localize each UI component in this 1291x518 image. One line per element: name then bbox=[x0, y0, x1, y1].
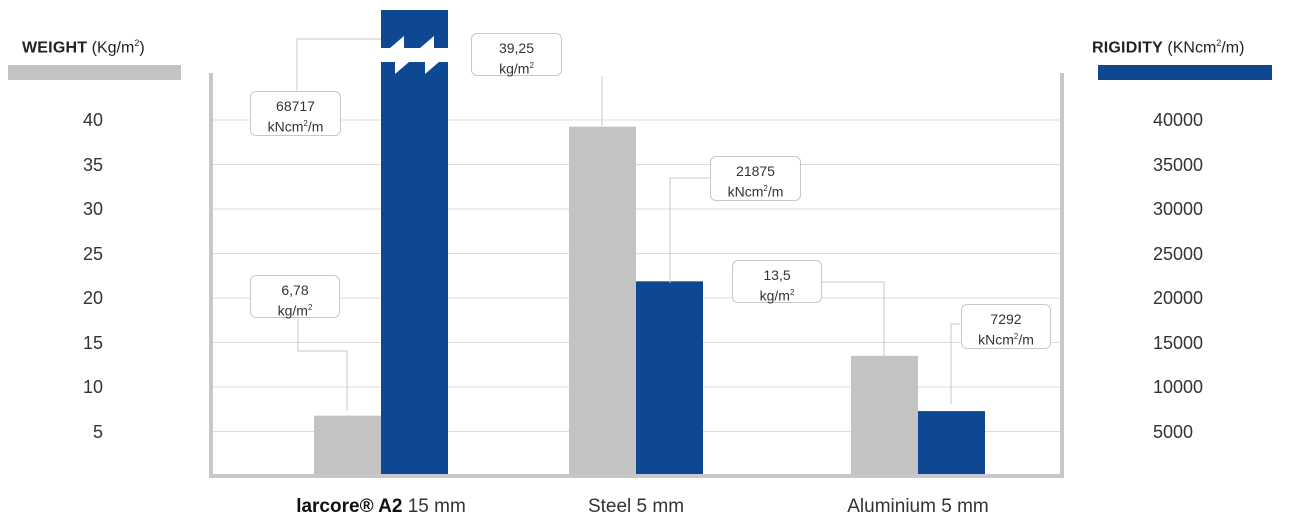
weight-bar bbox=[569, 126, 636, 477]
callout-leader bbox=[822, 281, 885, 357]
callout-leader bbox=[296, 38, 381, 91]
callout-unit: kNcm2/m bbox=[267, 118, 324, 135]
value-callout: 13,5 kg/m2 bbox=[732, 260, 822, 304]
right-tick-label: 10000 bbox=[1153, 377, 1204, 397]
callout-leader bbox=[950, 323, 960, 404]
callout-unit: kg/m2 bbox=[759, 287, 795, 304]
left-tick-label: 25 bbox=[82, 243, 103, 264]
left-tick-label: 30 bbox=[82, 199, 103, 219]
right-tick-label: 15000 bbox=[1153, 332, 1204, 353]
left-tick-label: 35 bbox=[82, 154, 103, 175]
weight-bar bbox=[851, 355, 918, 476]
category-label: larcore® A2 15 mm bbox=[296, 496, 466, 517]
weight-bar bbox=[314, 415, 381, 476]
left-tick-label: 10 bbox=[82, 377, 103, 397]
value-callout: 7292 kNcm2/m bbox=[961, 304, 1051, 349]
callout-value: 68717 bbox=[276, 98, 315, 114]
rigidity-bar bbox=[381, 10, 448, 476]
callout-leader bbox=[669, 177, 715, 283]
callout-value: 13,5 bbox=[763, 267, 791, 283]
callout-unit: kNcm2/m bbox=[978, 331, 1034, 348]
value-callout: 68717 kNcm2/m bbox=[250, 91, 341, 136]
callout-value: 39,25 bbox=[498, 40, 535, 56]
left-tick-label: 15 bbox=[82, 332, 103, 353]
value-callout: 21875 kNcm2/m bbox=[710, 156, 801, 201]
right-tick-label: 35000 bbox=[1153, 154, 1204, 175]
weight-legend-swatch bbox=[8, 65, 181, 80]
left-axis-title: WEIGHT (Kg/m2) bbox=[22, 38, 145, 57]
callout-value: 21875 bbox=[736, 163, 775, 179]
callout-unit: kNcm2/m bbox=[727, 183, 784, 200]
category-label: Aluminium 5 mm bbox=[847, 496, 989, 517]
rigidity-bar bbox=[918, 411, 985, 476]
callout-leader bbox=[297, 317, 348, 411]
callout-unit: kg/m2 bbox=[499, 60, 534, 77]
rigidity-legend-swatch bbox=[1098, 65, 1272, 80]
callout-value: 7292 bbox=[990, 311, 1022, 327]
rigidity-bar bbox=[636, 281, 703, 476]
callout-unit: kg/m2 bbox=[277, 302, 313, 319]
right-tick-label: 5000 bbox=[1153, 421, 1194, 442]
category-label: Steel 5 mm bbox=[587, 496, 685, 517]
left-tick-label: 40 bbox=[82, 110, 103, 130]
left-tick-label: 20 bbox=[82, 288, 103, 308]
right-tick-label: 30000 bbox=[1153, 199, 1204, 219]
chart-frame bbox=[209, 73, 1064, 478]
value-callout: 39,25 kg/m2 bbox=[471, 33, 562, 77]
value-callout: 6,78 kg/m2 bbox=[250, 275, 340, 319]
callout-value: 6,78 bbox=[281, 282, 309, 298]
left-tick-label: 5 bbox=[92, 421, 103, 442]
right-tick-label: 20000 bbox=[1153, 288, 1204, 308]
right-tick-label: 40000 bbox=[1153, 110, 1204, 130]
right-axis-title: RIGIDITY (KNcm2/m) bbox=[1092, 38, 1245, 57]
axis-break-marker bbox=[381, 36, 448, 74]
right-tick-label: 25000 bbox=[1153, 243, 1204, 264]
